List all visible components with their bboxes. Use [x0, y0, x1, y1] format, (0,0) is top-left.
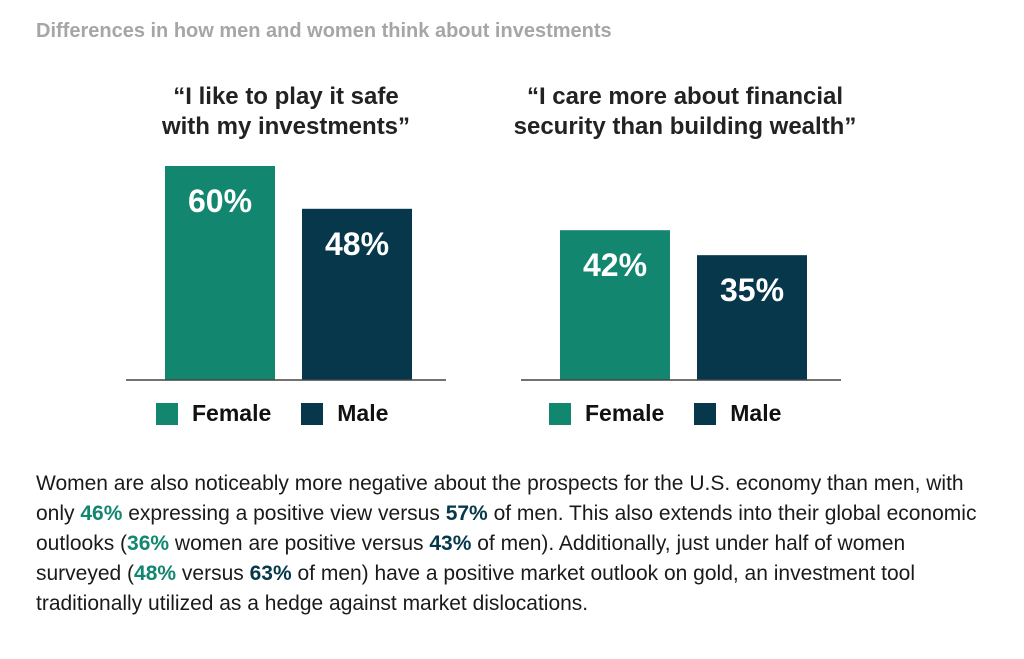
- chart-1-title-line-1: “I like to play it safe: [173, 83, 399, 110]
- male-swatch-icon: [301, 402, 324, 425]
- stat-women-global-economy: 36%: [127, 532, 170, 555]
- chart-1-legend: Female Male: [156, 400, 418, 427]
- male-swatch-icon: [694, 402, 717, 425]
- legend-item-female: Female: [156, 400, 271, 427]
- stat-men-us-economy: 57%: [445, 502, 488, 525]
- stat-women-us-economy: 46%: [80, 502, 123, 525]
- paragraph-text: of men) have a positive market outlook o…: [36, 562, 915, 615]
- chart-2-title: “I care more about financial security th…: [505, 82, 865, 142]
- legend-item-male: Male: [301, 400, 388, 427]
- bar-male: [697, 255, 807, 380]
- chart-2-title-line-2: security than building wealth”: [513, 113, 857, 140]
- chart-2-legend: Female Male: [549, 400, 811, 427]
- paragraph-text: of men. This also extends into their glo…: [36, 502, 977, 555]
- stat-women-gold: 48%: [134, 562, 177, 585]
- legend-label-male: Male: [337, 400, 389, 426]
- chart-1-title: “I like to play it safe with my investme…: [106, 82, 466, 142]
- legend-item-female: Female: [549, 400, 664, 427]
- summary-paragraph: Women are also noticeably more negative …: [36, 469, 996, 619]
- legend-label-female: Female: [192, 400, 272, 426]
- stat-men-gold: 63%: [249, 562, 292, 585]
- chart-2-title-line-1: “I care more about financial: [526, 83, 844, 110]
- paragraph-text: versus: [176, 562, 250, 585]
- bar-value-label: 42%: [583, 247, 647, 283]
- bar-value-label: 60%: [188, 183, 252, 219]
- paragraph-text: women are positive versus: [169, 532, 430, 555]
- stat-men-global-economy: 43%: [429, 532, 472, 555]
- bar-value-label: 35%: [720, 272, 784, 308]
- bar-female: [560, 230, 670, 380]
- paragraph-text: Women are also noticeably more negative …: [36, 472, 964, 525]
- legend-item-male: Male: [694, 400, 781, 427]
- legend-label-male: Male: [730, 400, 782, 426]
- female-swatch-icon: [156, 402, 178, 425]
- page-title: Differences in how men and women think a…: [36, 20, 612, 42]
- chart-1-title-line-2: with my investments”: [161, 113, 411, 140]
- legend-label-female: Female: [585, 400, 665, 426]
- paragraph-text: expressing a positive view versus: [122, 502, 446, 525]
- paragraph-text: of men). Additionally, just under half o…: [36, 532, 906, 585]
- bar-female: [165, 166, 275, 380]
- female-swatch-icon: [549, 402, 571, 425]
- bar-male: [302, 208, 412, 380]
- bar-value-label: 48%: [325, 226, 389, 262]
- bar-charts: 60% 48% 42% 35%: [126, 166, 841, 381]
